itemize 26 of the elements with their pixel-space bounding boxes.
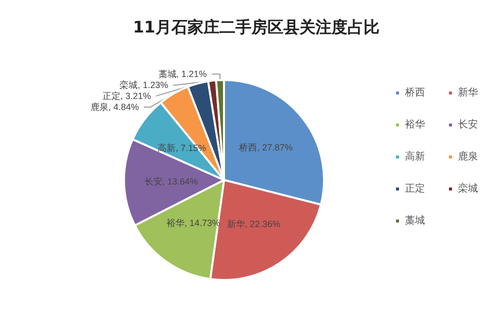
chart-title: 11月石家庄二手房区县关注度占比 (133, 18, 380, 36)
data-label: , 1.23% (138, 80, 168, 90)
slice-label: 栾城 (120, 80, 138, 90)
legend-label: 高新 (405, 150, 425, 162)
legend-label: 正定 (405, 182, 425, 194)
data-label: , 1.21% (176, 69, 207, 80)
legend-label: 鹿泉 (458, 150, 478, 162)
legend-label: 新华 (458, 86, 478, 98)
data-label: , 22.36% (244, 218, 280, 229)
slice-label: 长安 (144, 176, 162, 186)
legend-label: 长安 (458, 118, 478, 130)
data-label: , 13.64% (162, 176, 198, 186)
slice-label: 裕华 (166, 218, 185, 228)
slice-label: 鹿泉 (90, 102, 108, 112)
slice-label: 桥西 (238, 142, 258, 152)
legend-label: 桥西 (404, 86, 425, 98)
slice-label: 正定 (102, 91, 120, 102)
legend-label: 藁城 (405, 214, 425, 226)
data-label: , 3.21% (120, 91, 151, 102)
data-label: , 4.84% (108, 102, 139, 112)
legend-label: 裕华 (405, 118, 425, 130)
slice-label: 新华 (226, 218, 245, 229)
slice-label: 藁城 (158, 69, 176, 80)
slice-label: 高新 (158, 142, 176, 153)
data-label: , 27.87% (257, 142, 293, 152)
legend-label: 栾城 (458, 182, 478, 194)
